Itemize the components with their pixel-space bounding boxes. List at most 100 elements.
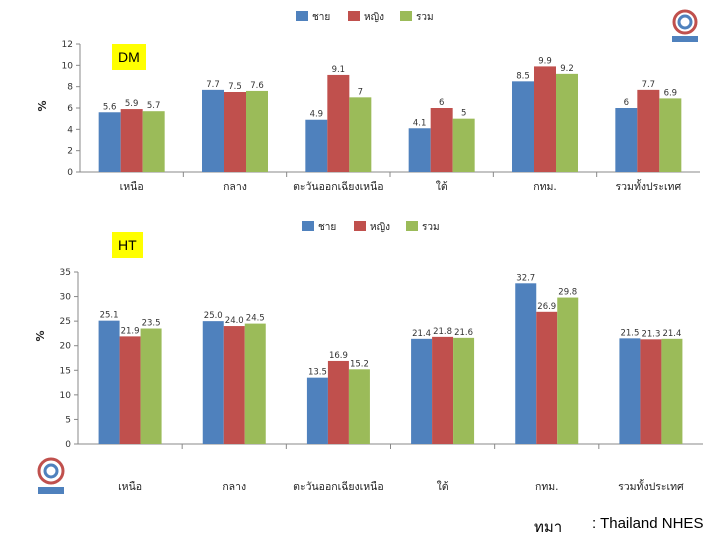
- chart1-data-label: 24.0: [225, 316, 244, 326]
- chart1-bar: [223, 326, 245, 444]
- chart0-y-tick-label: 6: [67, 104, 73, 114]
- chart0-bar: [202, 89, 224, 172]
- chart0-data-label: 5.7: [147, 101, 161, 111]
- chart0-bar: [452, 118, 475, 172]
- chart1-bar: [661, 338, 683, 444]
- chart1-data-label: 21.5: [620, 328, 639, 338]
- chart1-bar: [640, 339, 662, 444]
- chart1-data-label: 21.8: [433, 327, 452, 337]
- chart1-data-label: 32.7: [516, 273, 535, 283]
- chart1-legend-label: ชาย: [318, 222, 336, 233]
- chart0-data-label: 4.9: [310, 110, 324, 120]
- chart1-data-label: 16.9: [329, 351, 348, 361]
- chart1-data-label: 15.2: [350, 359, 369, 369]
- chart1-bar: [515, 283, 537, 444]
- chart0-bar: [120, 109, 143, 172]
- chart1-bar: [619, 338, 641, 444]
- chart0-y-tick-label: 8: [67, 83, 73, 93]
- chart1-data-label: 21.4: [662, 329, 681, 339]
- chart1-bar: [244, 323, 266, 444]
- chart0-legend-label: หญิง: [364, 12, 384, 23]
- source-text: : Thailand NHES: [592, 515, 704, 532]
- chart0-bar: [615, 108, 638, 172]
- chart0-category-label: เหนือ: [120, 180, 144, 193]
- chart0-y-tick-label: 10: [62, 61, 74, 71]
- chart0-bar: [659, 98, 682, 172]
- chart0-data-label: 8.5: [516, 71, 530, 81]
- chart0-data-label: 7.6: [250, 81, 264, 91]
- chart0-legend-swatch: [400, 11, 412, 21]
- chart0-legend-swatch: [348, 11, 360, 21]
- chart1-category-label: รวมทั้งประเทศ: [618, 479, 684, 493]
- chart0-data-label: 7.7: [642, 80, 656, 90]
- chart0-data-label: 7.7: [206, 80, 220, 90]
- chart0-bar: [637, 89, 660, 172]
- chart1-bar: [140, 328, 162, 444]
- chart1-legend-label: รวม: [422, 222, 440, 233]
- chart0-data-label: 9.1: [332, 65, 346, 75]
- logo-bottom-left: [34, 456, 68, 496]
- chart0-category-label: ตะวันออกเฉียงเหนือ: [293, 180, 384, 193]
- chart0-bar: [246, 90, 268, 172]
- chart1-y-tick-label: 15: [60, 366, 71, 376]
- chart1-bar: [327, 360, 349, 444]
- chart0-category-label: รวมทั้งประเทศ: [616, 179, 682, 193]
- chart0-data-label: 9.9: [538, 56, 552, 66]
- chart0-bar: [408, 128, 431, 172]
- chart0-legend-label: ชาย: [312, 12, 330, 23]
- chart0-y-axis-label: %: [36, 100, 49, 111]
- chart0-bar: [349, 97, 372, 172]
- chart1-category-label: เหนือ: [118, 480, 142, 493]
- chart0-y-tick-label: 12: [62, 40, 73, 50]
- chart0-category-label: กลาง: [223, 181, 247, 193]
- chart1-legend-swatch: [406, 221, 418, 231]
- chart1-bar: [202, 321, 224, 444]
- chart0-bar: [534, 66, 556, 172]
- chart1-bar: [306, 377, 328, 444]
- chart1-data-label: 21.3: [641, 329, 660, 339]
- chart1-category-label: กทม.: [535, 481, 559, 493]
- ht-tag: HT: [112, 232, 143, 258]
- chart0-data-label: 5.9: [125, 99, 139, 109]
- source-prefix: ทมา: [534, 519, 563, 536]
- chart0-bar: [556, 73, 578, 172]
- chart1-y-axis-label: %: [34, 330, 47, 341]
- chart0-bar: [305, 119, 328, 172]
- logo-top-right: [668, 8, 702, 44]
- chart0-y-tick-label: 0: [67, 168, 73, 178]
- chart0-bar: [512, 81, 534, 172]
- chart1-category-label: กลาง: [222, 481, 246, 493]
- chart1-y-tick-label: 35: [60, 268, 71, 278]
- chart1-data-label: 26.9: [537, 302, 556, 312]
- chart0-bar: [224, 92, 246, 172]
- chart1-bar: [348, 369, 370, 444]
- chart0-data-label: 5: [461, 109, 466, 119]
- chart1-bar: [557, 297, 579, 444]
- chart1-category-label: ตะวันออกเฉียงเหนือ: [293, 480, 384, 493]
- chart1-data-label: 25.0: [204, 311, 223, 321]
- chart1-data-label: 13.5: [308, 368, 327, 378]
- chart0-y-tick-label: 2: [67, 147, 73, 157]
- chart1-data-label: 24.5: [246, 314, 265, 324]
- chart0-data-label: 7: [358, 87, 363, 97]
- chart1-bar: [536, 311, 558, 444]
- chart1-legend-swatch: [354, 221, 366, 231]
- chart0-data-label: 6: [624, 98, 629, 108]
- chart1-y-tick-label: 20: [60, 342, 72, 352]
- chart0-category-label: กทม.: [533, 181, 557, 193]
- chart0-data-label: 6: [439, 98, 444, 108]
- chart0-data-label: 9.2: [560, 64, 574, 74]
- chart1-y-tick-label: 5: [65, 415, 71, 425]
- chart0-data-label: 6.9: [664, 88, 678, 98]
- chart1-y-tick-label: 0: [65, 440, 71, 450]
- chart1-bar: [98, 320, 120, 444]
- chart0-bar: [327, 74, 350, 172]
- chart1-data-label: 21.9: [121, 326, 140, 336]
- chart1-bar: [432, 336, 454, 444]
- chart1-bar: [411, 338, 433, 444]
- logo-mark-icon: [37, 457, 65, 494]
- chart1-legend-swatch: [302, 221, 314, 231]
- chart1-data-label: 25.1: [100, 311, 119, 321]
- chart0-y-tick-label: 4: [67, 125, 73, 135]
